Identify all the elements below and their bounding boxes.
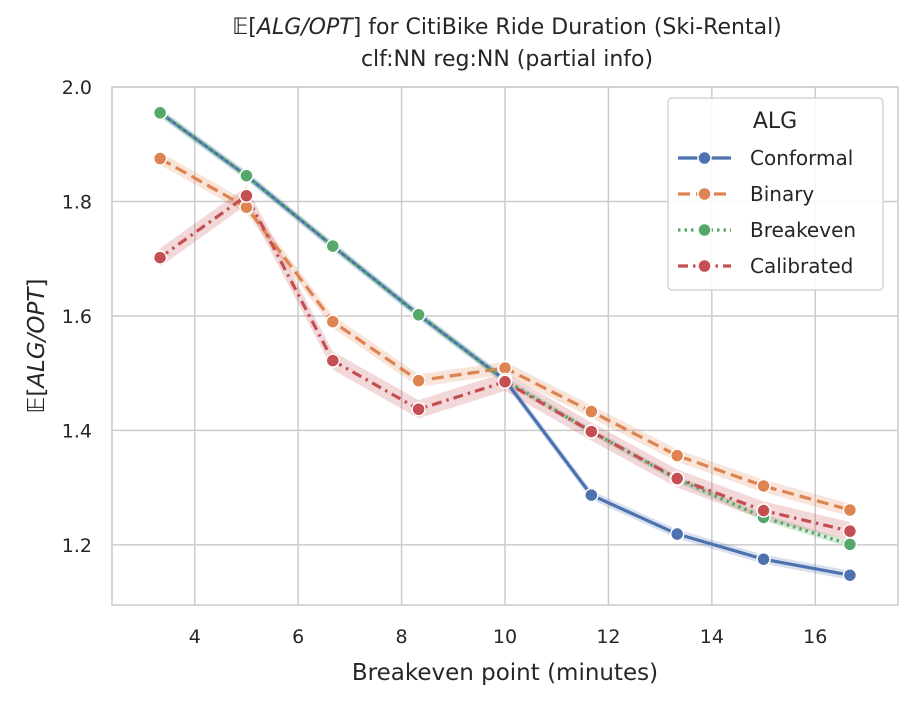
point-binary	[152, 151, 168, 166]
x-axis-label: Breakeven point (minutes)	[352, 660, 658, 686]
point-binary	[584, 404, 599, 419]
point-breakeven	[842, 537, 858, 552]
point-binary	[842, 502, 858, 518]
x-tick-label: 16	[803, 626, 827, 648]
point-calibrated	[152, 250, 168, 265]
y-tick-label: 1.4	[62, 420, 92, 442]
x-tick-labels: 4 6 8 10 12 14 16	[189, 626, 828, 648]
ylabel-metric: ALG/OPT	[24, 286, 50, 390]
legend-label-calibrated: Calibrated	[750, 254, 853, 278]
chart-title: 𝔼[ALG/OPT] for CitiBike Ride Duration (S…	[232, 15, 782, 40]
legend-marker-conformal	[697, 150, 712, 166]
point-binary	[756, 478, 771, 494]
y-tick-labels: 1.2 1.4 1.6 1.8 2.0	[62, 77, 92, 557]
point-calibrated	[669, 471, 685, 486]
y-tick-label: 1.2	[62, 535, 92, 557]
point-breakeven	[325, 238, 341, 254]
legend: ALG Conformal Binary Breakeven Calibrated	[667, 97, 884, 291]
series-markers	[152, 105, 858, 583]
chart-subtitle: clf:NN reg:NN (partial info)	[361, 47, 653, 72]
y-axis-label: 𝔼[ALG/OPT]	[24, 279, 50, 414]
legend-marker-binary	[697, 186, 712, 202]
y-tick-label: 1.8	[62, 191, 92, 213]
point-conformal	[584, 487, 599, 503]
legend-box	[667, 97, 884, 291]
legend-label-binary: Binary	[750, 182, 814, 206]
legend-label-conformal: Conformal	[750, 146, 853, 170]
legend-items: Conformal Binary Breakeven Calibrated	[678, 146, 856, 278]
point-breakeven	[152, 105, 168, 121]
point-calibrated	[497, 374, 513, 390]
x-tick-label: 8	[396, 626, 408, 648]
point-conformal	[669, 526, 685, 542]
point-binary	[497, 360, 513, 376]
point-calibrated	[325, 353, 341, 368]
point-breakeven	[411, 307, 426, 323]
legend-marker-calibrated	[697, 258, 712, 274]
x-tick-label: 4	[189, 626, 201, 648]
point-conformal	[756, 551, 771, 567]
point-calibrated	[842, 523, 858, 539]
point-calibrated	[411, 401, 426, 417]
title-metric: ALG/OPT	[255, 15, 354, 40]
point-calibrated	[756, 503, 771, 518]
title-expectation-symbol: 𝔼	[232, 15, 248, 40]
x-tick-label: 14	[700, 626, 724, 648]
x-tick-label: 10	[493, 626, 517, 648]
point-binary	[411, 373, 426, 388]
legend-title: ALG	[753, 109, 797, 134]
point-binary	[325, 314, 341, 329]
point-breakeven	[239, 168, 254, 183]
point-binary	[669, 448, 685, 463]
title-main-text: for CitiBike Ride Duration (Ski-Rental)	[368, 15, 782, 40]
y-tick-label: 1.6	[62, 306, 92, 328]
ylabel-expectation-symbol: 𝔼	[24, 397, 50, 414]
grid	[112, 86, 898, 605]
x-tick-label: 12	[596, 626, 620, 648]
legend-label-breakeven: Breakeven	[750, 218, 856, 242]
x-tick-label: 6	[292, 626, 304, 648]
point-calibrated	[239, 188, 254, 204]
point-calibrated	[584, 424, 599, 439]
legend-marker-breakeven	[697, 222, 712, 238]
y-tick-label: 2.0	[62, 77, 92, 99]
point-conformal	[842, 567, 858, 583]
